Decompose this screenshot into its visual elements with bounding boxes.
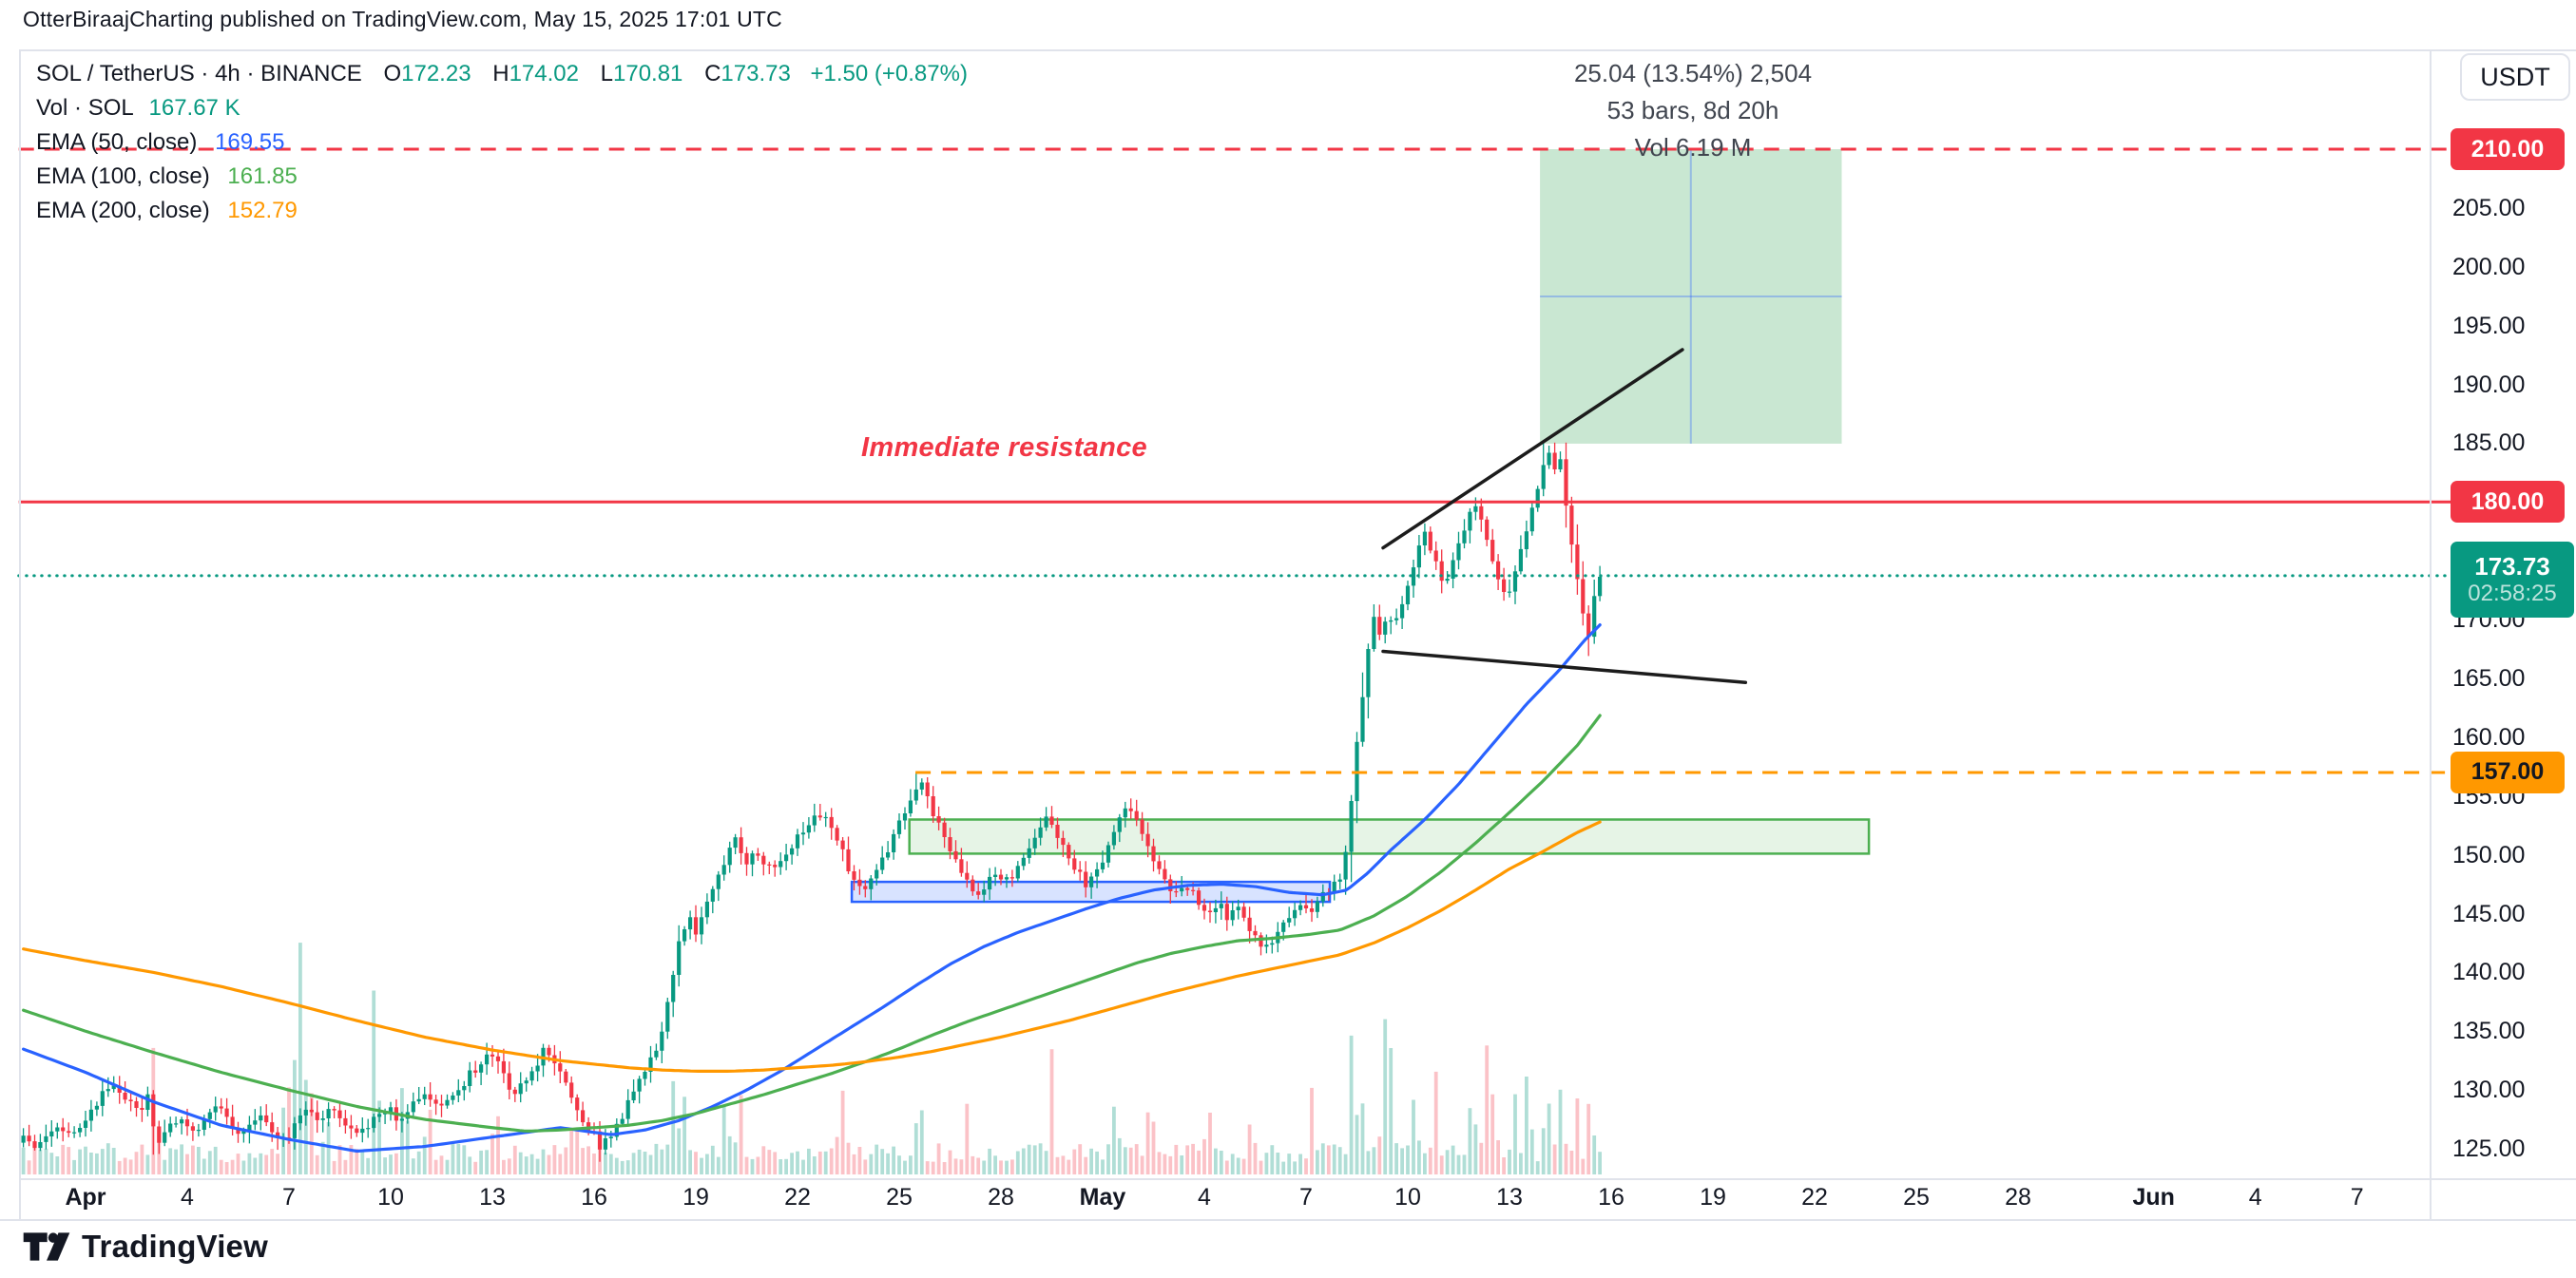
ema-200-line[interactable]	[22, 820, 1602, 1074]
date-tick-25-24[interactable]: 25	[886, 1184, 913, 1211]
price-tick-130.00: 130.00	[2452, 1077, 2526, 1104]
candlestick-series[interactable]	[21, 442, 1603, 1162]
ema-100-line[interactable]	[22, 714, 1602, 1134]
date-tick-13-12[interactable]: 13	[479, 1184, 506, 1211]
measure-price-change: 25.04 (13.54%) 2,504	[1573, 59, 1813, 87]
date-tick-4-3[interactable]: 4	[181, 1184, 194, 1211]
tradingview-logo-icon	[23, 1232, 70, 1261]
ema50-label: EMA (50, close)	[36, 129, 198, 155]
last-price-value: 173.73	[2474, 551, 2550, 581]
time-axis-separator	[19, 1178, 2576, 1180]
price-change: +1.50 (+0.87%)	[810, 61, 968, 86]
level-price-label-157.00: 157.00	[2451, 751, 2565, 793]
date-tick-19-48[interactable]: 19	[1700, 1184, 1726, 1211]
price-tick-135.00: 135.00	[2452, 1018, 2526, 1045]
date-tick-28-57[interactable]: 28	[2005, 1184, 2031, 1211]
price-tick-185.00: 185.00	[2452, 429, 2526, 457]
ema200-row[interactable]: EMA (200, close) 152.79	[36, 194, 968, 228]
ema100-value: 161.85	[227, 163, 298, 189]
chart-legend: SOL / TetherUS · 4h · BINANCE O172.23 H1…	[36, 57, 968, 228]
date-tick-13-42[interactable]: 13	[1496, 1184, 1523, 1211]
ohlc-high: H174.02	[492, 61, 579, 86]
volume-value: 167.67 K	[148, 95, 240, 121]
date-tick-16-45[interactable]: 16	[1598, 1184, 1624, 1211]
rising-resistance-trendline[interactable]	[1381, 348, 1684, 550]
measure-tool-stats[interactable]: 25.04 (13.54%) 2,504 53 bars, 8d 20h Vol…	[1574, 55, 1812, 166]
ema100-label: EMA (100, close)	[36, 163, 210, 189]
ema50-row[interactable]: EMA (50, close) 169.55	[36, 125, 968, 160]
tradingview-footer[interactable]: TradingView	[23, 1226, 268, 1268]
date-tick-16-15[interactable]: 16	[581, 1184, 607, 1211]
price-tick-150.00: 150.00	[2452, 841, 2526, 868]
declining-support-trendline[interactable]	[1381, 649, 1748, 684]
tradingview-wordmark: TradingView	[82, 1229, 268, 1264]
publish-attribution: OtterBiraajCharting published on Trading…	[23, 7, 782, 31]
currency-unit-button[interactable]: USDT	[2460, 53, 2570, 101]
footer-separator	[0, 1219, 2576, 1221]
date-tick-10-9[interactable]: 10	[377, 1184, 404, 1211]
price-tick-200.00: 200.00	[2452, 253, 2526, 280]
date-tick-Apr-0[interactable]: Apr	[65, 1184, 106, 1211]
price-tick-140.00: 140.00	[2452, 959, 2526, 986]
date-tick-7-67[interactable]: 7	[2350, 1184, 2364, 1211]
price-tick-145.00: 145.00	[2452, 900, 2526, 927]
ema200-label: EMA (200, close)	[36, 198, 210, 223]
bar-countdown: 02:58:25	[2468, 580, 2557, 606]
volume-bars	[21, 943, 1602, 1174]
ema50-value: 169.55	[215, 129, 285, 155]
date-tick-22-51[interactable]: 22	[1801, 1184, 1828, 1211]
symbol-title[interactable]: SOL / TetherUS · 4h · BINANCE	[36, 61, 362, 86]
price-tick-125.00: 125.00	[2452, 1135, 2526, 1163]
date-tick-28-27[interactable]: 28	[988, 1184, 1014, 1211]
price-tick-205.00: 205.00	[2452, 194, 2526, 221]
price-tick-195.00: 195.00	[2452, 312, 2526, 339]
level-price-label-180.00: 180.00	[2451, 481, 2565, 524]
date-tick-4-33[interactable]: 4	[1198, 1184, 1211, 1211]
measure-bars-duration: 53 bars, 8d 20h	[1606, 96, 1779, 124]
ema200-value: 152.79	[227, 198, 298, 223]
volume-title: Vol · SOL	[36, 95, 133, 121]
price-axis-separator	[2430, 49, 2432, 1219]
ema100-row[interactable]: EMA (100, close) 161.85	[36, 160, 968, 194]
date-tick-7-36[interactable]: 7	[1299, 1184, 1313, 1211]
date-tick-4-64[interactable]: 4	[2248, 1184, 2262, 1211]
price-tick-160.00: 160.00	[2452, 723, 2526, 751]
date-tick-Jun-61[interactable]: Jun	[2132, 1184, 2175, 1211]
date-tick-7-6[interactable]: 7	[282, 1184, 296, 1211]
volume-row[interactable]: Vol · SOL 167.67 K	[36, 91, 968, 125]
widget-top-border	[19, 49, 2576, 51]
price-tick-190.00: 190.00	[2452, 371, 2526, 398]
level-price-label-210.00: 210.00	[2451, 128, 2565, 170]
symbol-row[interactable]: SOL / TetherUS · 4h · BINANCE O172.23 H1…	[36, 57, 968, 91]
last-price-label[interactable]: 173.73 02:58:25	[2451, 541, 2574, 618]
ema-50-line[interactable]	[22, 622, 1602, 1154]
price-range-measure-box[interactable]	[1540, 149, 1842, 444]
price-tick-165.00: 165.00	[2452, 664, 2526, 692]
ohlc-open: O172.23	[383, 61, 471, 86]
ohlc-low: L170.81	[600, 61, 683, 86]
ohlc-close: C173.73	[704, 61, 791, 86]
widget-left-border	[19, 49, 21, 1219]
measure-volume: Vol 6.19 M	[1634, 133, 1752, 162]
date-tick-25-54[interactable]: 25	[1903, 1184, 1930, 1211]
immediate-resistance-note[interactable]: Immediate resistance	[861, 432, 1147, 463]
date-tick-May-30[interactable]: May	[1079, 1184, 1126, 1211]
date-tick-10-39[interactable]: 10	[1394, 1184, 1421, 1211]
date-tick-22-21[interactable]: 22	[784, 1184, 811, 1211]
date-tick-19-18[interactable]: 19	[682, 1184, 709, 1211]
